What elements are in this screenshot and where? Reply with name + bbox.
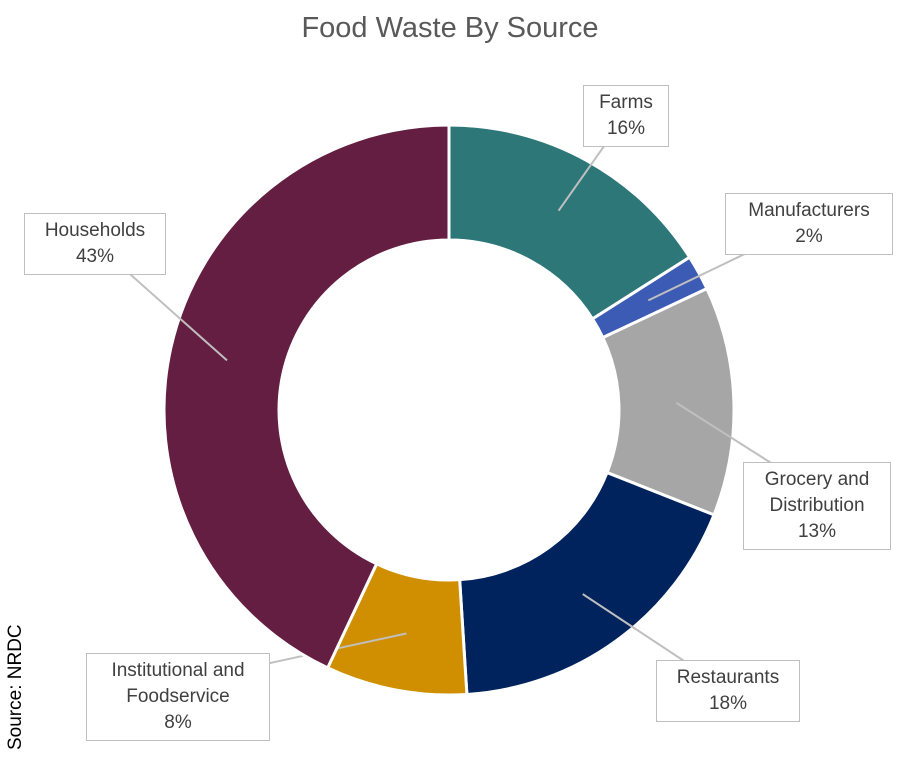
data-label: Manufacturers 2% xyxy=(725,193,893,255)
category-label: Restaurants xyxy=(676,667,780,688)
value-label: 8% xyxy=(164,712,192,733)
value-label: 2% xyxy=(795,226,823,247)
data-label: Grocery and Distribution 13% xyxy=(743,462,891,550)
data-label: Farms 16% xyxy=(583,85,669,147)
donut-slice xyxy=(447,123,692,321)
category-label: Farms xyxy=(599,92,653,113)
data-label: Households 43% xyxy=(24,213,166,275)
value-label: 13% xyxy=(797,521,837,542)
value-label: 18% xyxy=(708,693,748,714)
data-label: Institutional and Foodservice 8% xyxy=(86,653,270,741)
category-label: Manufacturers xyxy=(748,200,870,221)
value-label: 16% xyxy=(606,118,646,139)
donut-slice xyxy=(162,123,451,670)
data-label: Restaurants 18% xyxy=(656,660,800,722)
value-label: 43% xyxy=(75,246,115,267)
category-label: Grocery and Distribution xyxy=(764,469,870,516)
source-note: Source: NRDC xyxy=(5,624,26,750)
donut-slice xyxy=(458,470,716,697)
chart-title: Food Waste By Source xyxy=(301,12,599,44)
category-label: Households xyxy=(44,220,146,241)
category-label: Institutional and Foodservice xyxy=(111,660,245,707)
